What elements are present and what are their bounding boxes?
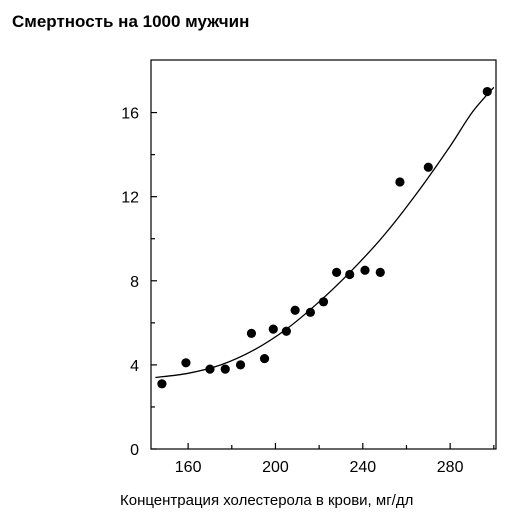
y-tick-label: 4 (130, 358, 139, 375)
trend-curve (155, 86, 495, 379)
data-point (181, 358, 191, 368)
data-point (345, 269, 355, 280)
x-tick-label: 280 (437, 459, 464, 476)
data-point (395, 177, 405, 187)
data-point (281, 326, 291, 336)
data-point (268, 324, 278, 334)
data-point (375, 267, 385, 277)
y-tick-label: 16 (121, 106, 139, 123)
data-point (423, 162, 433, 172)
y-tick-label: 12 (121, 190, 139, 207)
y-tick-label: 8 (130, 274, 139, 291)
x-axis-label: Концентрация холестерола в крови, мг/дл (120, 492, 413, 509)
data-point (259, 353, 270, 364)
x-tick-label: 240 (349, 459, 376, 476)
data-point (305, 307, 315, 317)
data-point (482, 86, 492, 97)
data-point (290, 305, 300, 315)
data-point (157, 379, 167, 389)
data-points (157, 86, 492, 389)
data-point (318, 297, 329, 307)
data-point (205, 364, 215, 374)
data-point (332, 267, 342, 277)
data-point (235, 360, 246, 370)
x-tick-label: 200 (262, 459, 289, 476)
data-point (360, 265, 370, 275)
data-point (246, 328, 257, 338)
chart-title: Смертность на 1000 мужчин (12, 12, 249, 31)
x-tick-label: 160 (175, 459, 202, 476)
y-tick-label: 0 (130, 442, 139, 459)
y-axis-ticks: 0 4 8 12 16 (121, 106, 157, 459)
x-axis-ticks: 160 200 240 280 (175, 443, 495, 476)
plot-frame (150, 59, 497, 450)
data-point (220, 364, 230, 374)
